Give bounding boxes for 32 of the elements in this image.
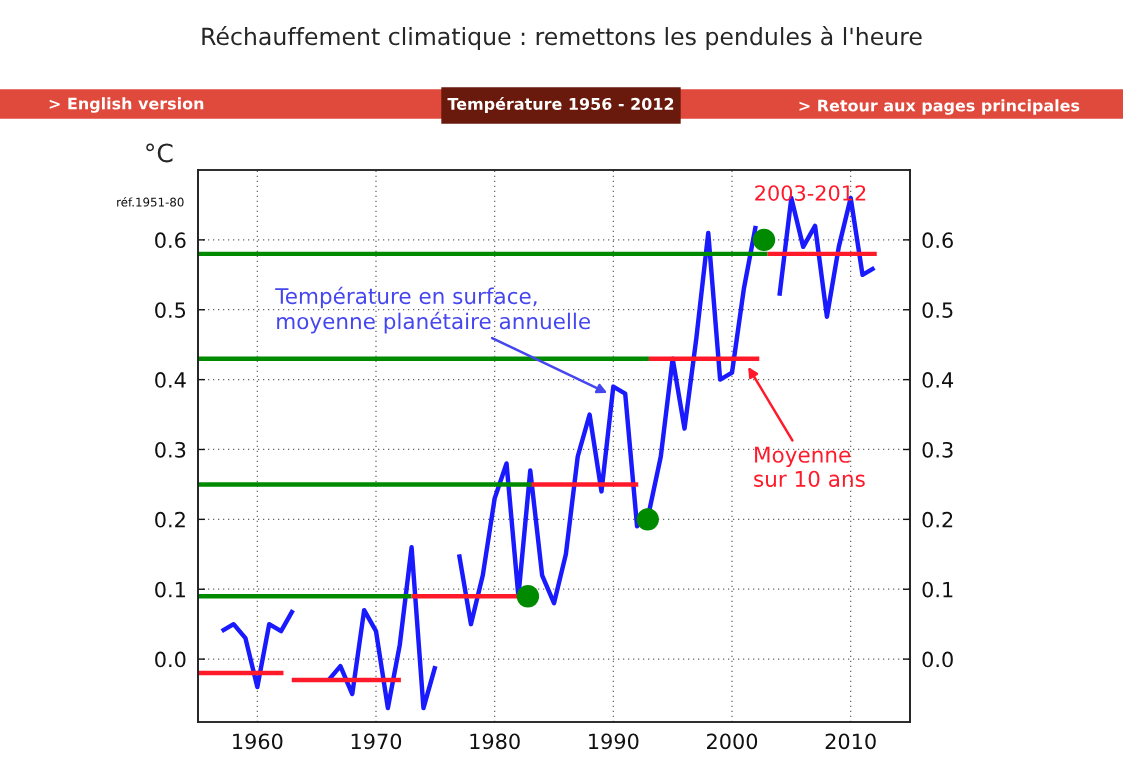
annotation: Température en surface, moyenne planétaire annuelle [275,286,590,334]
x-tick-label: 1980 [470,733,520,750]
y2-tick-label: 0.3 [922,441,953,458]
y-tick-label: 0.0 [155,651,186,668]
y2-tick-label: 0.2 [922,511,953,528]
chart-title: Réchauffement climatique : remettons les pendules à l'heure [202,26,922,50]
y-tick-label: 0.6 [155,232,186,249]
y-tick-label: 0.5 [155,302,186,318]
y-tick-label: 0.4 [155,372,186,388]
y2-tick-label: 0.6 [922,232,953,249]
y2-tick-label: 0.4 [922,372,954,388]
x-tick-label: 1990 [589,733,639,750]
text: > English version [49,97,204,113]
x-tick-label: 2000 [707,733,758,750]
point [636,508,659,531]
y2-tick-label: 0.1 [922,581,953,598]
text: réf.1951-80 [117,196,184,207]
text: > Retour aux pages principales [799,99,1080,115]
y-tick-label: 0.2 [155,511,185,528]
y2-tick-label: 0.5 [922,302,953,318]
y-tick-label: 0.1 [155,581,185,598]
chart-subtitle: Température 1956 - 2012 [447,96,674,114]
y-axis-title: °C [146,143,173,163]
annotation: Moyenne sur 10 ans [754,446,865,487]
x-tick-label: 2010 [825,733,876,750]
x-tick-label: 1970 [351,733,402,750]
x-tick-label: 1960 [233,733,283,750]
y-tick-label: 0.3 [155,441,186,458]
y2-tick-label: 0.0 [922,651,953,668]
point [516,585,540,608]
point [752,228,776,252]
annotation: 2003-2012 [755,185,866,201]
